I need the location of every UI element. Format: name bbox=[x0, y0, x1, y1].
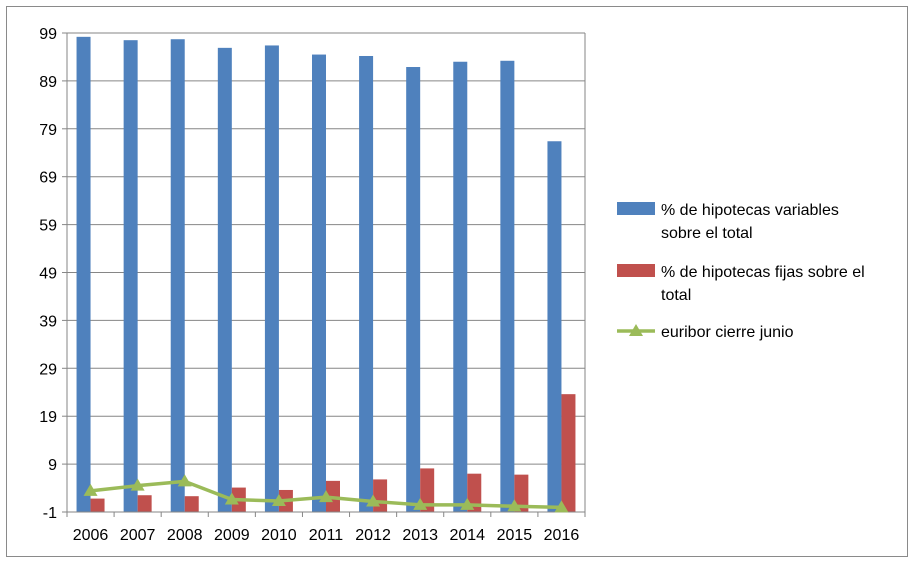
y-tick-label: 29 bbox=[39, 361, 57, 378]
y-tick-label: 9 bbox=[48, 457, 57, 474]
x-tick-label: 2012 bbox=[355, 527, 391, 544]
euribor-point bbox=[413, 497, 428, 510]
euribor-point bbox=[319, 490, 333, 503]
bar-fixed bbox=[373, 479, 388, 512]
y-tick-label: -1 bbox=[43, 505, 57, 522]
bar-fixed bbox=[90, 498, 105, 512]
legend-label: total bbox=[661, 287, 691, 304]
legend-swatch-fixed bbox=[617, 264, 655, 277]
legend-swatch-variable bbox=[617, 202, 655, 215]
legend-label: % de hipotecas fijas sobre el bbox=[661, 264, 865, 281]
x-tick-label: 2013 bbox=[402, 527, 438, 544]
x-tick-label: 2015 bbox=[497, 527, 533, 544]
euribor-point bbox=[83, 483, 98, 496]
euribor-point bbox=[177, 474, 192, 487]
euribor-point bbox=[366, 494, 381, 507]
bar-variable bbox=[406, 67, 421, 512]
bar-variable bbox=[217, 47, 232, 512]
bar-variable bbox=[170, 39, 185, 513]
euribor-point bbox=[224, 492, 239, 505]
y-tick-label: 79 bbox=[39, 122, 57, 139]
y-tick-label: 69 bbox=[39, 170, 57, 187]
bar-fixed bbox=[561, 394, 576, 512]
bar-variable bbox=[453, 61, 468, 513]
x-tick-label: 2010 bbox=[261, 527, 297, 544]
euribor-point bbox=[554, 500, 569, 513]
euribor-point bbox=[507, 499, 522, 512]
euribor-point bbox=[130, 478, 145, 491]
bar-variable bbox=[264, 45, 279, 512]
bar-variable bbox=[312, 54, 326, 513]
axes bbox=[62, 32, 586, 517]
x-tick-label: 2016 bbox=[544, 527, 580, 544]
legend-label: euribor cierre junio bbox=[661, 324, 794, 341]
bar-variable bbox=[500, 60, 515, 512]
x-tick-label: 2009 bbox=[214, 527, 250, 544]
bars bbox=[76, 36, 576, 513]
y-tick-label: 59 bbox=[39, 218, 57, 235]
y-tick-label: 19 bbox=[39, 409, 57, 426]
bar-variable bbox=[123, 40, 138, 513]
legend: % de hipotecas variables sobre el total % … bbox=[617, 202, 865, 341]
bar-variable bbox=[76, 36, 91, 512]
x-tick-label: 2006 bbox=[73, 527, 109, 544]
y-tick-label: 89 bbox=[39, 74, 57, 91]
legend-label: sobre el total bbox=[661, 225, 753, 242]
bar-variable bbox=[547, 141, 562, 512]
x-tick-label: 2007 bbox=[120, 527, 156, 544]
y-tick-label: 49 bbox=[39, 266, 57, 283]
euribor-point bbox=[460, 497, 475, 510]
bar-variable bbox=[359, 55, 374, 512]
x-tick-label: 2008 bbox=[167, 527, 203, 544]
y-tick-label: 99 bbox=[39, 26, 57, 43]
euribor-point bbox=[271, 493, 286, 506]
legend-label: % de hipotecas variables bbox=[661, 202, 839, 219]
bar-fixed bbox=[137, 495, 152, 512]
y-tick-labels: 99 89 79 69 59 49 39 29 19 9 -1 bbox=[39, 26, 57, 522]
x-tick-label: 2011 bbox=[309, 527, 344, 544]
x-tick-label: 2014 bbox=[449, 527, 485, 544]
bar-fixed bbox=[467, 473, 482, 512]
y-tick-label: 39 bbox=[39, 313, 57, 330]
bar-fixed bbox=[184, 496, 199, 512]
legend-swatch-marker bbox=[629, 324, 643, 336]
euribor-line bbox=[83, 474, 569, 513]
x-tick-labels: 2006 2007 2008 2009 2010 2011 2012 2013 2014 2015… bbox=[73, 527, 580, 544]
bar-fixed bbox=[420, 468, 435, 512]
bar-fixed bbox=[514, 474, 529, 512]
